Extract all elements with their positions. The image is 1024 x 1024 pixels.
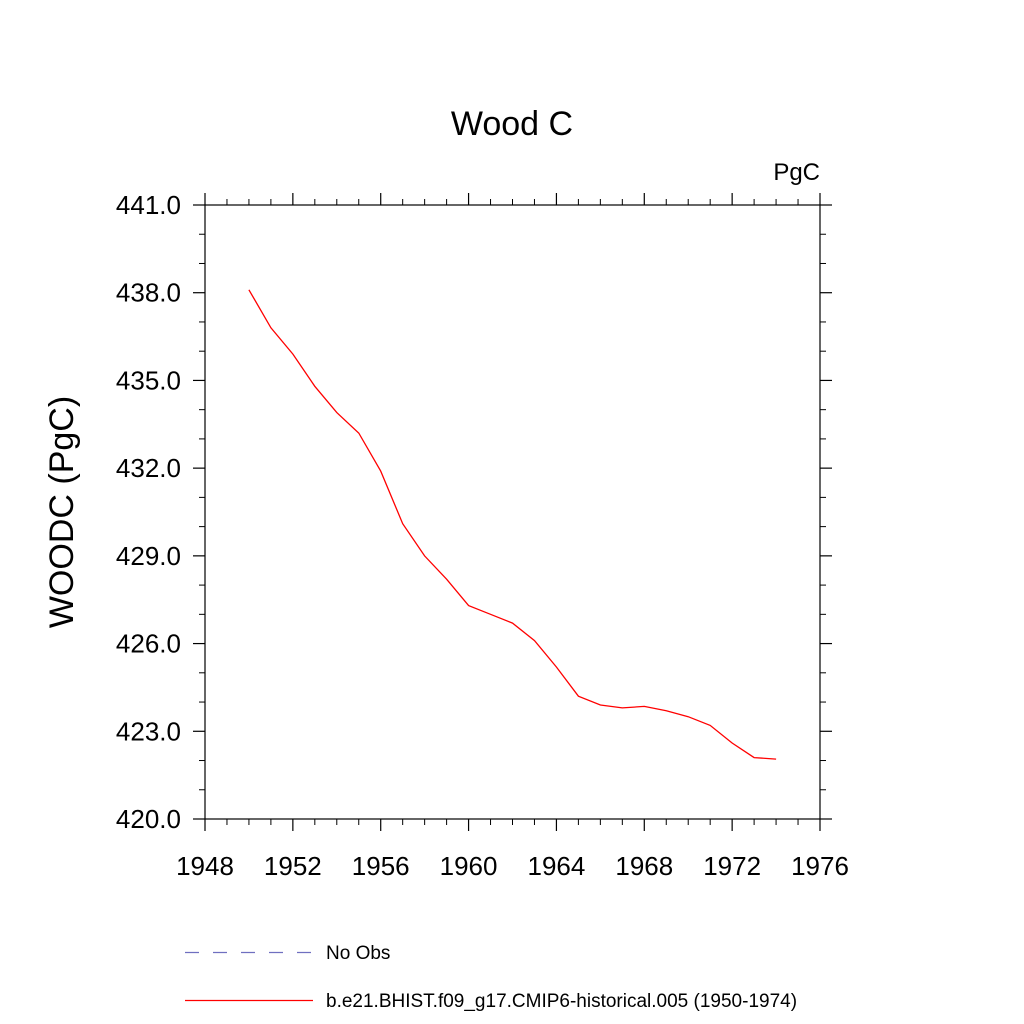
legend-label: b.e21.BHIST.f09_g17.CMIP6-historical.005…: [326, 991, 797, 1012]
legend-label: No Obs: [326, 943, 390, 964]
x-tick-label: 1976: [791, 851, 849, 881]
y-tick-label: 438.0: [116, 278, 181, 308]
y-tick-label: 435.0: [116, 365, 181, 395]
x-tick-label: 1972: [703, 851, 761, 881]
chart-title: Wood C: [451, 105, 573, 143]
y-tick-label: 429.0: [116, 541, 181, 571]
x-tick-label: 1952: [264, 851, 322, 881]
y-tick-label: 423.0: [116, 716, 181, 746]
legend: No Obs b.e21.BHIST.f09_g17.CMIP6-historic…: [185, 943, 797, 1012]
y-tick-label: 441.0: [116, 190, 181, 220]
x-tick-label: 1960: [440, 851, 498, 881]
series-line: [248, 289, 777, 760]
y-tick-label: 420.0: [116, 804, 181, 834]
x-tick-label: 1948: [176, 851, 234, 881]
plot-lines: [248, 289, 777, 760]
x-tick-label: 1968: [615, 851, 673, 881]
y-axis-label: WOODC (PgC): [43, 396, 81, 628]
x-tick-label: 1956: [352, 851, 410, 881]
y-tick-label: 432.0: [116, 453, 181, 483]
x-tick-label: 1964: [528, 851, 586, 881]
axis-ticks: 1948 1952 1956 1960 1964 1968 1972 1976 420.0 423…: [116, 190, 849, 881]
y-tick-label: 426.0: [116, 629, 181, 659]
units-label: PgC: [773, 159, 820, 186]
plot-frame: [204, 204, 821, 820]
